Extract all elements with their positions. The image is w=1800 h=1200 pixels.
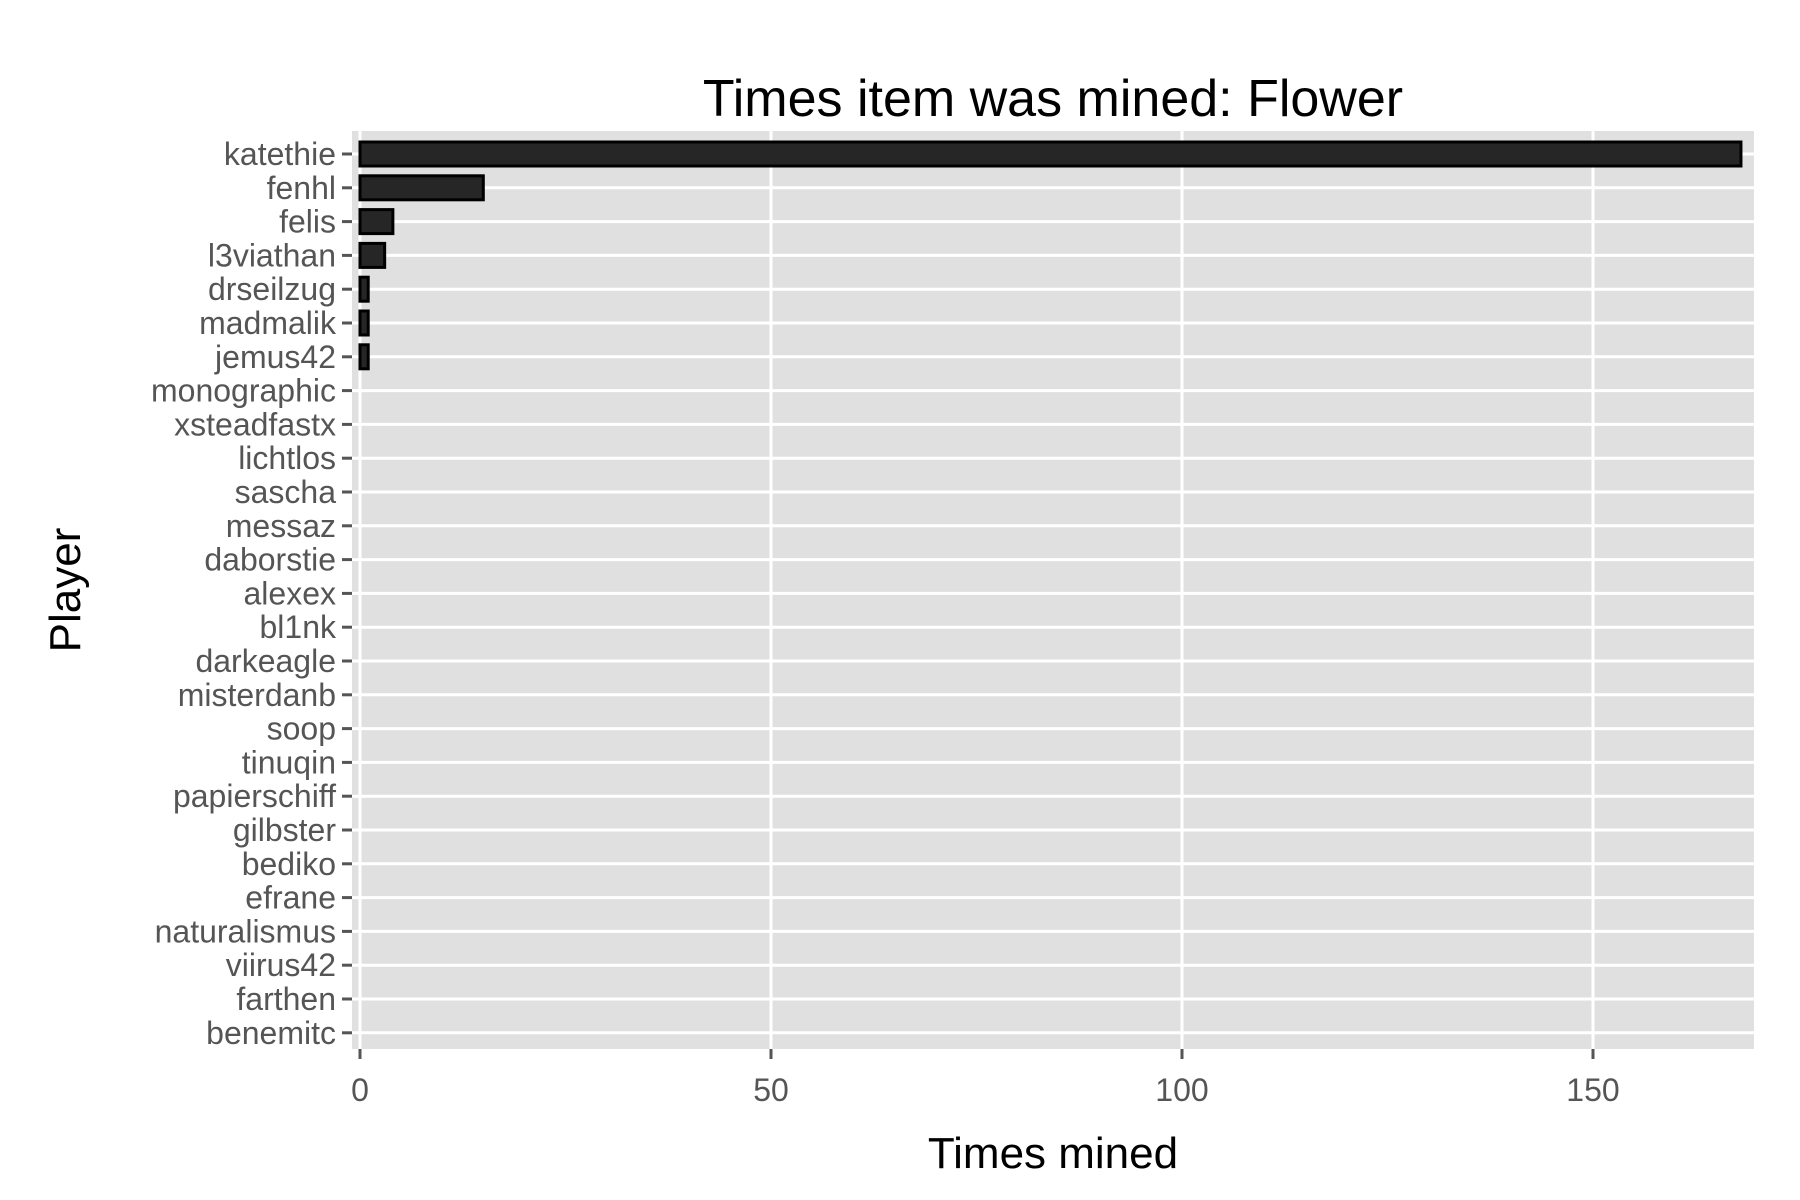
y-tick-label: monographic: [151, 373, 336, 409]
bar-felis: [358, 208, 395, 236]
y-tick-label: misterdanb: [178, 677, 336, 713]
y-tick-label: efrane: [245, 880, 336, 916]
y-tick-label: darkeagle: [195, 643, 336, 679]
x-tick-label: 0: [351, 1072, 369, 1108]
plot-panel: [352, 131, 1754, 1049]
y-tick-label: fenhl: [267, 170, 336, 206]
y-axis-title: Player: [41, 528, 90, 653]
y-tick-label: bediko: [242, 846, 336, 882]
y-axis: katethiefenhlfelisl3viathandrseilzugmadm…: [151, 136, 352, 1051]
y-tick-label: daborstie: [204, 542, 336, 578]
x-tick-label: 50: [753, 1072, 789, 1108]
y-tick-label: farthen: [236, 981, 336, 1017]
y-tick-label: bl1nk: [260, 609, 338, 645]
chart-title: Times item was mined: Flower: [703, 70, 1403, 128]
y-tick-label: soop: [267, 711, 336, 747]
y-tick-label: gilbster: [233, 812, 337, 848]
y-tick-label: katethie: [224, 136, 336, 172]
y-tick-label: drseilzug: [208, 271, 336, 307]
y-tick-label: sascha: [235, 474, 337, 510]
y-tick-label: xsteadfastx: [174, 406, 336, 442]
y-tick-label: benemitc: [206, 1015, 336, 1051]
y-tick-label: papierschiff: [173, 778, 336, 814]
x-tick-label: 100: [1155, 1072, 1208, 1108]
bar-fenhl: [358, 174, 485, 202]
y-tick-label: madmalik: [199, 305, 337, 341]
x-axis: 0 50 100 150: [351, 1049, 1620, 1108]
y-tick-label: lichtlos: [238, 440, 336, 476]
y-tick-label: felis: [279, 204, 336, 240]
bar-katethie: [358, 140, 1743, 168]
y-tick-label: tinuqin: [242, 744, 336, 780]
y-tick-label: viirus42: [226, 947, 336, 983]
grid-lines: [352, 131, 1754, 1049]
bars: [358, 140, 1743, 371]
bar-jemus42: [358, 343, 370, 371]
x-axis-title: Times mined: [928, 1129, 1178, 1178]
bar-madmalik: [358, 309, 370, 337]
x-tick-label: 150: [1566, 1072, 1619, 1108]
y-tick-label: jemus42: [214, 339, 336, 375]
bar-drseilzug: [358, 275, 370, 303]
y-tick-label: messaz: [226, 508, 336, 544]
y-tick-label: alexex: [244, 575, 337, 611]
y-tick-label: l3viathan: [208, 237, 336, 273]
bar-l3viathan: [358, 241, 387, 269]
y-tick-label: naturalismus: [155, 913, 336, 949]
